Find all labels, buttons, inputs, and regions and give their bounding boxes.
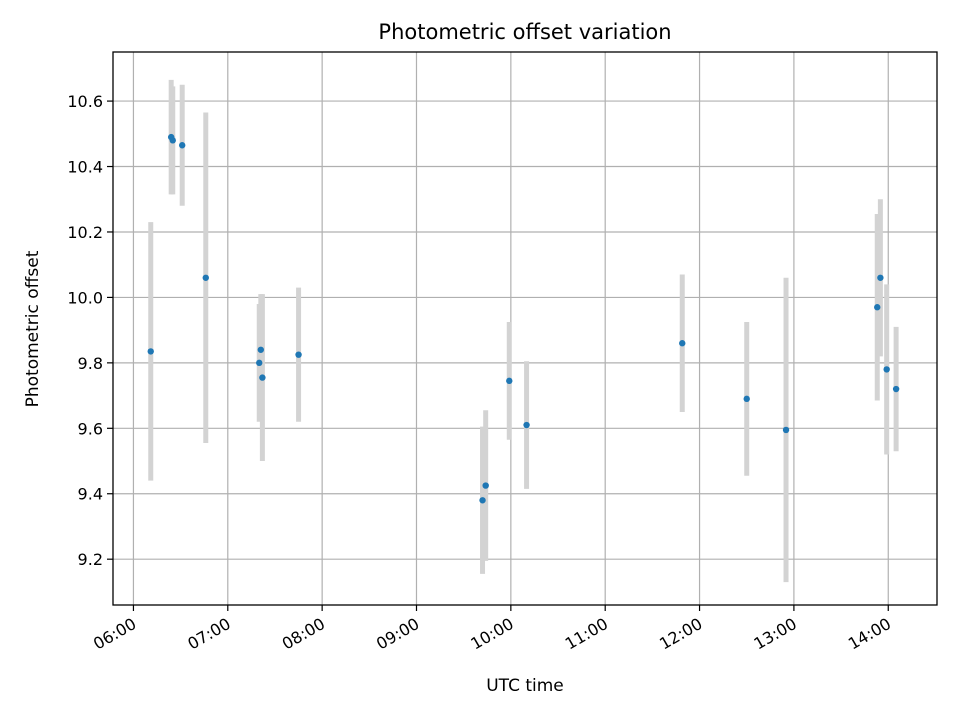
data-point: [679, 340, 686, 347]
y-tick-label: 9.6: [78, 419, 103, 438]
y-tick-label: 10.4: [67, 158, 103, 177]
data-point: [259, 374, 266, 381]
data-point: [169, 137, 176, 144]
y-axis-ticks: 9.2 9.4 9.6 9.8 10.0 10.2 10.4 10.6: [67, 92, 113, 569]
data-point: [482, 482, 489, 489]
plot-frame: [112, 51, 938, 606]
y-tick-label: 9.2: [78, 550, 103, 569]
y-axis-label: Photometric offset: [23, 250, 43, 407]
data-point: [782, 426, 790, 434]
x-axis-label: UTC time: [486, 676, 564, 696]
data-point: [479, 497, 486, 504]
data-point: [295, 351, 302, 358]
data-point: [874, 304, 881, 311]
data-points: [147, 133, 900, 504]
chart-title: Photometric offset variation: [378, 20, 671, 44]
y-tick-label: 10.6: [67, 92, 103, 111]
y-tick-label: 9.8: [78, 354, 103, 373]
data-point: [147, 348, 154, 355]
data-point: [256, 359, 263, 367]
data-point: [883, 366, 890, 373]
data-point: [743, 395, 750, 403]
data-point: [892, 385, 900, 393]
data-point: [178, 142, 186, 149]
y-tick-label: 10.2: [67, 223, 103, 242]
y-tick-label: 10.0: [67, 288, 103, 307]
y-tick-label: 9.4: [78, 485, 103, 504]
data-point: [257, 346, 265, 353]
data-point: [506, 377, 513, 385]
data-point: [202, 274, 209, 281]
data-point: [877, 274, 884, 281]
data-point: [523, 421, 530, 429]
